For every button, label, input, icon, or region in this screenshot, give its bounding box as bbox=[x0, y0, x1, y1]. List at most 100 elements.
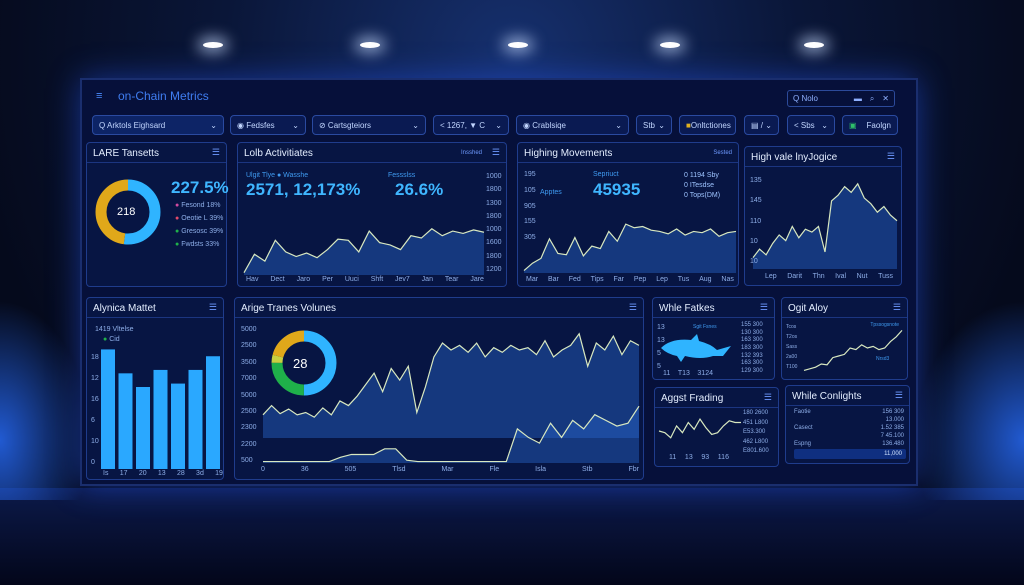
chevron-down-icon: ⌄ bbox=[765, 120, 772, 130]
panel-title: Highing Movements bbox=[524, 148, 613, 159]
menu-icon[interactable]: ☰ bbox=[628, 302, 637, 312]
tick-label: 2200 bbox=[241, 440, 257, 448]
row-value: 7 45.100 bbox=[880, 433, 904, 439]
dashboard-screen: ≡ on-Chain Metrics Q Nolo ▬ ⌕ ✕ Q Arktol… bbox=[80, 78, 918, 486]
panel-high-vale: High vale lnyJogice ☰ 135 145 110 10 10 Lep Da… bbox=[744, 146, 902, 286]
legend-dot: ● bbox=[175, 228, 182, 235]
tick-label: Jev7 bbox=[395, 276, 410, 283]
y-axis: 135 145 110 10 10 bbox=[750, 177, 762, 265]
chevron-down-icon: ⌄ bbox=[210, 120, 217, 130]
tick-label: 28 bbox=[176, 470, 185, 477]
row-value: 1.52 385 bbox=[880, 425, 904, 431]
dashboard-select[interactable]: Q Arktols Eighsard ⌄ bbox=[92, 115, 224, 135]
tick-label: Far bbox=[613, 276, 625, 283]
layout-dropdown[interactable]: ▤ / ⌄ bbox=[744, 115, 779, 135]
y-axis: Tcos T2os Sass 2a00 T100 bbox=[786, 324, 797, 370]
tick-label: 110 bbox=[750, 217, 762, 225]
legend: Cid bbox=[109, 336, 120, 343]
legend-label: Oeotie L 39% bbox=[181, 215, 224, 222]
nav-dropdown[interactable]: < Sbs ⌄ bbox=[787, 115, 835, 135]
table-row: Espng 136.480 bbox=[794, 440, 904, 448]
table-row: Faotie 156 309 bbox=[794, 408, 904, 416]
legend-item: ● Oeotie L 39% bbox=[175, 212, 223, 225]
tick-label: 13 bbox=[684, 454, 693, 461]
step-dropdown[interactable]: Stb ⌄ bbox=[636, 115, 672, 135]
export-button[interactable]: ▣ Faolgn bbox=[842, 115, 898, 135]
x-axis: 11 T13 3124 bbox=[663, 370, 713, 377]
legend: ● Fesond 18% ● Oeotie L 39% ● Gresosc 39% ●… bbox=[175, 199, 223, 251]
tick-label: Pep bbox=[633, 276, 647, 283]
value-list: 155 300 130 300 163 300 183 300 132 393 163 3… bbox=[741, 322, 763, 374]
dropdown-label: ◉ Fedsfes bbox=[237, 120, 275, 130]
tick-label: Tlsd bbox=[392, 466, 406, 473]
logo-icon: ≡ bbox=[96, 90, 103, 102]
menu-icon[interactable]: ☰ bbox=[208, 302, 217, 312]
export-icon: ▣ bbox=[849, 120, 857, 130]
chevron-down-icon: ⌄ bbox=[412, 120, 419, 130]
tick-label: Per bbox=[322, 276, 333, 283]
kpi-value: 45935 bbox=[593, 180, 641, 199]
filter-dropdown[interactable]: Insshed bbox=[460, 150, 482, 156]
window-controls: Q Nolo ▬ ⌕ ✕ bbox=[787, 90, 895, 107]
panel-highing-movements: Highing Movements Sested Sepriuct 45935 … bbox=[517, 142, 739, 287]
legend-dot: ● bbox=[175, 215, 182, 222]
tick-label: 36 bbox=[300, 466, 309, 473]
filter-dropdown[interactable]: < 1267, ▼ C ⌄ bbox=[433, 115, 509, 135]
tick-label: 180 2600 bbox=[743, 410, 769, 416]
y-axis: 195 105 905 155 305 bbox=[524, 171, 536, 241]
footer-bar: 11,000 bbox=[794, 449, 906, 459]
folder-icon[interactable]: ▬ bbox=[853, 94, 862, 103]
tick-label: 6 bbox=[91, 417, 95, 424]
bar bbox=[188, 369, 203, 469]
tick-label: 905 bbox=[524, 202, 536, 210]
panel-lare-tansetts: LARE Tansetts ☰ 218 227.5% ● Fesond 18% ● … bbox=[86, 142, 229, 287]
panel-lolb-activitiates: Lolb Activitiates Insshed ☰ Ulgit Tlye ● … bbox=[237, 142, 507, 287]
tick-label: 2a00 bbox=[786, 354, 798, 360]
tick-label: Shft bbox=[370, 276, 384, 283]
tick-label: 155 bbox=[524, 218, 536, 226]
legend-label: Gresosc 39% bbox=[181, 228, 224, 235]
menu-icon[interactable]: ☰ bbox=[892, 302, 901, 312]
floor bbox=[0, 488, 1024, 585]
menu-icon[interactable]: ☰ bbox=[894, 390, 903, 400]
series-line bbox=[262, 332, 640, 418]
area-chart bbox=[263, 405, 640, 463]
tick-label: Jan bbox=[421, 276, 433, 283]
categories-dropdown[interactable]: ⊘ Cartsgteiors ⌄ bbox=[312, 115, 426, 135]
tick-label: Jaro bbox=[296, 276, 311, 283]
stat-item: 0 1194 Sby bbox=[684, 172, 719, 179]
panel-alynica-mattet: Alynica Mattet ☰ 1419 Vltelse ● Cid 18 12 1… bbox=[86, 297, 224, 480]
close-icon[interactable]: ✕ bbox=[882, 94, 889, 103]
panel-title: Alynica Mattet bbox=[93, 303, 156, 314]
menu-icon[interactable]: ☰ bbox=[491, 147, 500, 157]
search-icon[interactable]: ⌕ bbox=[869, 93, 875, 103]
window-search[interactable]: Q Nolo bbox=[793, 94, 818, 103]
source-dropdown[interactable]: ◉ Crablsiqe ⌄ bbox=[516, 115, 629, 135]
chart-label: Nrsd3 bbox=[876, 356, 890, 362]
area-fill bbox=[524, 224, 736, 273]
value-table: Faotie 156 309 13.000 Casect 1.52 385 7 45.10… bbox=[794, 408, 904, 448]
tick-label: 19 bbox=[215, 470, 223, 477]
bar bbox=[171, 383, 185, 469]
panel-title: While Conlights bbox=[792, 391, 862, 402]
tick-label: 1800 bbox=[486, 252, 502, 260]
tick-label: 10 bbox=[91, 438, 99, 445]
menu-icon[interactable]: ☰ bbox=[886, 151, 895, 161]
panel-whle-fatkes: Whle Fatkes ☰ Sgit Fsnes 13 13 5 5 11 T13 3124… bbox=[652, 297, 775, 380]
tick-label: 129 300 bbox=[741, 367, 763, 374]
filter-dropdown[interactable]: Sested bbox=[713, 150, 732, 156]
ceiling-light bbox=[360, 42, 380, 48]
y-axis: 13 13 5 5 bbox=[657, 324, 665, 370]
tick-label: Tcos bbox=[786, 324, 797, 330]
menu-icon[interactable]: ☰ bbox=[211, 147, 220, 157]
tick-label: T13 bbox=[677, 370, 690, 377]
series-line bbox=[243, 228, 485, 273]
bar bbox=[101, 349, 115, 469]
features-dropdown[interactable]: ◉ Fedsfes ⌄ bbox=[230, 115, 306, 135]
menu-icon[interactable]: ☰ bbox=[763, 392, 772, 402]
series-line bbox=[658, 417, 741, 439]
collections-button[interactable]: ■ Onltctiones bbox=[679, 115, 736, 135]
menu-icon[interactable]: ☰ bbox=[759, 302, 768, 312]
tick-label: 2500 bbox=[241, 342, 257, 350]
bar bbox=[118, 373, 133, 469]
